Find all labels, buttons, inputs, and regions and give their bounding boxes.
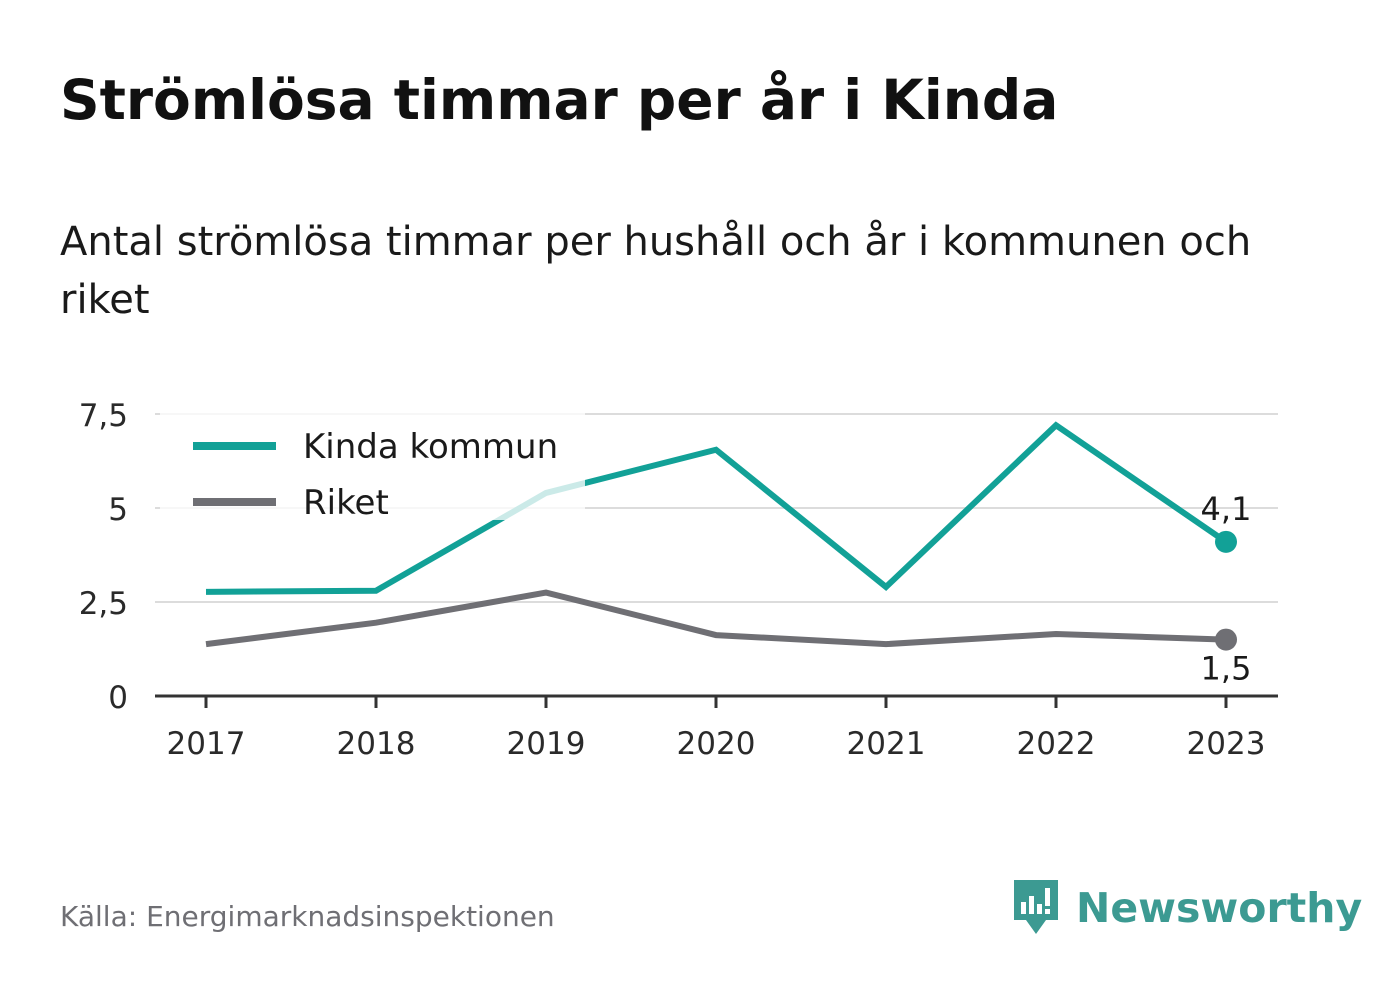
legend-label: Kinda kommun bbox=[303, 427, 558, 467]
source-note: Källa: Energimarknadsinspektionen bbox=[60, 900, 555, 933]
brand-name: Newsworthy bbox=[1076, 884, 1363, 932]
y-tick-label: 0 bbox=[108, 680, 128, 716]
end-value-label: 4,1 bbox=[1201, 490, 1252, 528]
series-layer bbox=[205, 421, 1237, 651]
brand-logo: Newsworthy bbox=[1010, 876, 1362, 940]
line-chart: 0 2,5 5 7,5 2017 2018 2019 2020 2021 2022 2023 Ki… bbox=[79, 398, 1278, 762]
legend: Kinda kommun Riket bbox=[160, 412, 585, 523]
newsworthy-logo-icon bbox=[1014, 880, 1058, 934]
x-tick-label: 2019 bbox=[507, 726, 586, 762]
chart-subtitle: Antal strömlösa timmar per hushåll och å… bbox=[60, 219, 1252, 323]
series-line-0 bbox=[205, 421, 1228, 595]
series-end-point bbox=[1215, 628, 1237, 651]
x-tick-label: 2022 bbox=[1017, 726, 1096, 762]
series-end-point bbox=[1215, 530, 1237, 553]
y-tick-label: 5 bbox=[108, 492, 128, 528]
x-tick-label: 2023 bbox=[1187, 726, 1266, 762]
x-tick-label: 2020 bbox=[677, 726, 756, 762]
y-axis: 0 2,5 5 7,5 bbox=[79, 398, 128, 716]
chart-title: Strömlösa timmar per år i Kinda bbox=[60, 68, 1059, 132]
end-labels: 4,1 1,5 bbox=[1201, 490, 1252, 688]
y-tick-label: 2,5 bbox=[79, 586, 128, 622]
x-tick-label: 2017 bbox=[167, 726, 246, 762]
x-axis: 2017 2018 2019 2020 2021 2022 2023 bbox=[155, 694, 1278, 762]
series-line-1 bbox=[205, 589, 1227, 648]
x-tick-label: 2018 bbox=[337, 726, 416, 762]
y-tick-label: 7,5 bbox=[79, 398, 128, 434]
end-value-label: 1,5 bbox=[1201, 650, 1252, 688]
legend-label: Riket bbox=[303, 483, 389, 523]
x-tick-label: 2021 bbox=[847, 726, 926, 762]
